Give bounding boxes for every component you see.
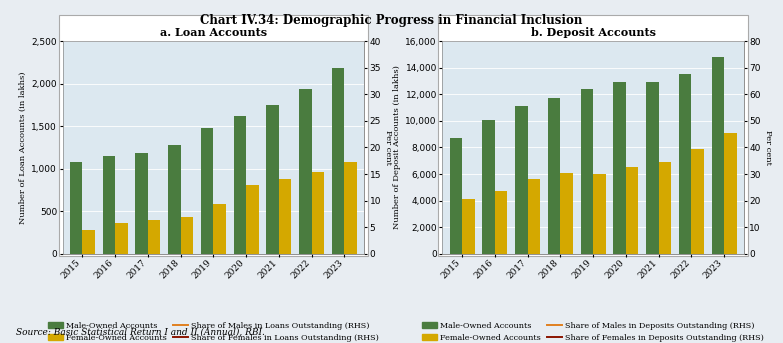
Bar	[168, 144, 181, 254]
Bar	[659, 162, 671, 254]
Bar	[679, 74, 691, 254]
Bar	[246, 185, 258, 254]
Bar	[115, 223, 128, 254]
Bar	[135, 153, 148, 254]
Bar	[70, 162, 82, 254]
Y-axis label: Per cent: Per cent	[384, 130, 392, 165]
Legend: Male-Owned Accounts, Female-Owned Accounts, Share of Males in Deposits Outstandi: Male-Owned Accounts, Female-Owned Accoun…	[422, 322, 764, 342]
Text: Chart IV.34: Demographic Progress in Financial Inclusion: Chart IV.34: Demographic Progress in Fin…	[200, 14, 583, 27]
Bar	[332, 68, 345, 254]
Bar	[82, 230, 95, 254]
Bar	[646, 82, 659, 254]
Bar	[548, 98, 561, 254]
Bar	[201, 128, 214, 254]
Title: b. Deposit Accounts: b. Deposit Accounts	[531, 27, 655, 38]
Bar	[495, 191, 507, 254]
Y-axis label: Number of Loan Accounts (in lakhs): Number of Loan Accounts (in lakhs)	[19, 71, 27, 224]
Bar	[214, 204, 226, 254]
Bar	[233, 116, 246, 254]
Bar	[528, 179, 540, 254]
Bar	[299, 89, 312, 254]
Bar	[345, 162, 357, 254]
Y-axis label: Number of Deposit Accounts (in lakhs): Number of Deposit Accounts (in lakhs)	[393, 66, 401, 229]
Bar	[691, 149, 704, 254]
Bar	[626, 167, 638, 254]
Bar	[148, 220, 161, 254]
Title: a. Loan Accounts: a. Loan Accounts	[160, 27, 267, 38]
Bar	[279, 179, 291, 254]
Bar	[449, 138, 462, 254]
Text: Source: Basic Statistical Return I and II (Annual), RBI.: Source: Basic Statistical Return I and I…	[16, 327, 265, 336]
Bar	[712, 57, 724, 254]
Bar	[594, 174, 605, 254]
Bar	[581, 89, 594, 254]
Bar	[613, 82, 626, 254]
Bar	[482, 120, 495, 254]
Bar	[103, 156, 115, 254]
Bar	[561, 174, 573, 254]
Bar	[312, 172, 324, 254]
Bar	[462, 199, 474, 254]
Legend: Male-Owned Accounts, Female-Owned Accounts, Share of Males in Loans Outstanding : Male-Owned Accounts, Female-Owned Accoun…	[48, 322, 379, 342]
Bar	[724, 133, 737, 254]
Bar	[181, 217, 193, 254]
Y-axis label: Per cent: Per cent	[764, 130, 772, 165]
Bar	[515, 106, 528, 254]
Bar	[266, 105, 279, 254]
